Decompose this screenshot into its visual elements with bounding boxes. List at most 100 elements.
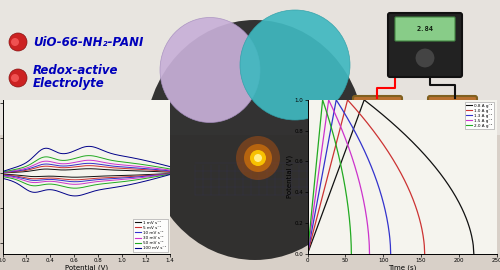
10 mV s⁻¹	[29, 166, 35, 169]
Text: Electrolyte: Electrolyte	[33, 77, 105, 90]
50 mV s⁻¹	[112, 159, 117, 163]
0.8 A g⁻¹	[304, 252, 310, 255]
5 mV s⁻¹	[0, 171, 6, 174]
0.8 A g⁻¹	[471, 252, 477, 255]
Line: 1.0 A g⁻¹: 1.0 A g⁻¹	[308, 100, 424, 254]
Legend: 0.8 A g⁻¹, 1.0 A g⁻¹, 1.3 A g⁻¹, 1.5 A g⁻¹, 2.0 A g⁻¹: 0.8 A g⁻¹, 1.0 A g⁻¹, 1.3 A g⁻¹, 1.5 A g…	[464, 102, 494, 130]
2.0 A g⁻¹	[328, 123, 334, 127]
Line: 10 mV s⁻¹: 10 mV s⁻¹	[2, 163, 170, 173]
100 mV s⁻¹	[112, 153, 117, 156]
2.0 A g⁻¹	[320, 98, 326, 102]
Circle shape	[254, 154, 262, 162]
1.0 A g⁻¹	[366, 123, 372, 127]
100 mV s⁻¹	[42, 147, 48, 150]
Circle shape	[9, 33, 27, 51]
Polygon shape	[0, 0, 500, 135]
1.3 A g⁻¹	[304, 252, 310, 255]
30 mV s⁻¹	[98, 160, 104, 164]
2.0 A g⁻¹	[304, 252, 310, 255]
0.8 A g⁻¹	[444, 182, 450, 185]
0.8 A g⁻¹	[336, 168, 342, 172]
Circle shape	[11, 74, 19, 82]
Text: UiO-66-NH₂-PANI: UiO-66-NH₂-PANI	[33, 35, 144, 49]
1.5 A g⁻¹	[326, 98, 332, 102]
5 mV s⁻¹	[42, 164, 48, 168]
1 mV s⁻¹	[86, 167, 92, 170]
30 mV s⁻¹	[167, 168, 173, 172]
Line: 1 mV s⁻¹: 1 mV s⁻¹	[2, 169, 170, 173]
1.0 A g⁻¹	[376, 136, 382, 139]
30 mV s⁻¹	[0, 171, 6, 174]
100 mV s⁻¹	[86, 145, 92, 148]
Line: 5 mV s⁻¹: 5 mV s⁻¹	[2, 166, 170, 173]
1 mV s⁻¹	[167, 171, 173, 174]
1.0 A g⁻¹	[422, 252, 428, 255]
2.0 A g⁻¹	[342, 183, 347, 187]
1.5 A g⁻¹	[357, 183, 363, 187]
1 mV s⁻¹	[126, 169, 132, 172]
1.3 A g⁻¹	[348, 123, 354, 127]
2.0 A g⁻¹	[331, 136, 337, 139]
2.0 A g⁻¹	[348, 252, 354, 255]
10 mV s⁻¹	[0, 171, 6, 174]
1.3 A g⁻¹	[320, 168, 326, 172]
5 mV s⁻¹	[167, 170, 173, 173]
2.0 A g⁻¹	[342, 182, 347, 185]
FancyBboxPatch shape	[388, 13, 462, 77]
100 mV s⁻¹	[0, 170, 6, 173]
50 mV s⁻¹	[86, 154, 92, 157]
1 mV s⁻¹	[42, 167, 48, 171]
X-axis label: Potential (V): Potential (V)	[64, 264, 108, 270]
10 mV s⁻¹	[167, 169, 173, 173]
50 mV s⁻¹	[98, 156, 104, 160]
50 mV s⁻¹	[0, 171, 6, 174]
1.0 A g⁻¹	[304, 252, 310, 255]
5 mV s⁻¹	[112, 166, 117, 170]
Ellipse shape	[240, 10, 350, 120]
1.0 A g⁻¹	[380, 143, 386, 147]
Circle shape	[415, 48, 435, 68]
1.5 A g⁻¹	[344, 143, 350, 147]
100 mV s⁻¹	[98, 148, 104, 151]
5 mV s⁻¹	[29, 167, 35, 171]
FancyBboxPatch shape	[428, 96, 477, 124]
2.0 A g⁻¹	[333, 143, 339, 147]
FancyBboxPatch shape	[395, 17, 455, 41]
50 mV s⁻¹	[126, 161, 132, 164]
10 mV s⁻¹	[98, 163, 104, 166]
1.5 A g⁻¹	[316, 168, 322, 172]
Text: Redox-active: Redox-active	[33, 63, 118, 76]
50 mV s⁻¹	[76, 156, 82, 159]
Y-axis label: Potential (V): Potential (V)	[286, 155, 293, 198]
0.8 A g⁻¹	[361, 98, 367, 102]
FancyBboxPatch shape	[353, 96, 402, 124]
1 mV s⁻¹	[0, 171, 6, 175]
Line: 50 mV s⁻¹: 50 mV s⁻¹	[2, 156, 170, 172]
1.3 A g⁻¹	[375, 183, 381, 187]
Line: 1.5 A g⁻¹: 1.5 A g⁻¹	[308, 100, 370, 254]
30 mV s⁻¹	[126, 164, 132, 167]
1 mV s⁻¹	[29, 169, 35, 172]
0.8 A g⁻¹	[446, 183, 452, 187]
100 mV s⁻¹	[29, 156, 35, 160]
2.0 A g⁻¹	[312, 168, 318, 172]
100 mV s⁻¹	[76, 147, 82, 151]
1.0 A g⁻¹	[344, 98, 350, 102]
1.5 A g⁻¹	[366, 252, 372, 255]
Text: 2.84: 2.84	[416, 26, 434, 32]
Line: 1.3 A g⁻¹: 1.3 A g⁻¹	[308, 100, 390, 254]
1 mV s⁻¹	[98, 168, 104, 171]
1.5 A g⁻¹	[337, 123, 343, 127]
1.5 A g⁻¹	[356, 182, 362, 185]
X-axis label: Time (s): Time (s)	[388, 264, 416, 270]
5 mV s⁻¹	[86, 164, 92, 167]
100 mV s⁻¹	[167, 165, 173, 168]
5 mV s⁻¹	[76, 165, 82, 168]
1.0 A g⁻¹	[326, 168, 332, 172]
1 mV s⁻¹	[76, 168, 82, 171]
10 mV s⁻¹	[86, 162, 92, 165]
100 mV s⁻¹	[126, 156, 132, 159]
10 mV s⁻¹	[76, 163, 82, 166]
Circle shape	[11, 38, 19, 46]
1.3 A g⁻¹	[355, 136, 361, 139]
